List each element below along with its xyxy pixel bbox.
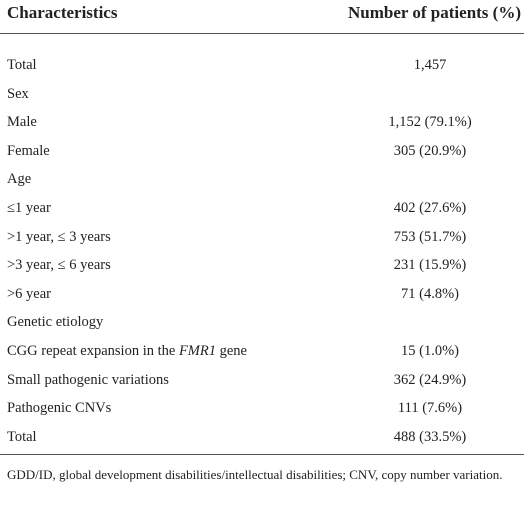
label-text: FMR1 bbox=[178, 342, 216, 359]
row-label: CGG repeat expansion in the FMR1 gene bbox=[7, 343, 247, 360]
label-text: Total bbox=[7, 57, 37, 73]
table-row: Genetic etiology bbox=[0, 310, 524, 339]
table-row: Female 305 (20.9%) bbox=[0, 139, 524, 168]
table-row: ≤1 year 402 (27.6%) bbox=[0, 196, 524, 225]
row-label: Pathogenic CNVs bbox=[7, 400, 111, 417]
row-label: Male bbox=[7, 114, 37, 131]
table-row: >6 year 71 (4.8%) bbox=[0, 282, 524, 311]
row-value: 15 (1.0%) bbox=[401, 342, 459, 359]
row-value: 71 (4.8%) bbox=[401, 285, 459, 302]
label-text: gene bbox=[216, 342, 247, 359]
label-text: Sex bbox=[7, 85, 29, 102]
row-value: 1,152 (79.1%) bbox=[388, 114, 472, 131]
label-text: >6 year bbox=[7, 285, 52, 302]
row-value: 488 (33.5%) bbox=[393, 428, 467, 445]
label-text: Female bbox=[7, 142, 50, 159]
footnote: GDD/ID, global development disabilities/… bbox=[7, 467, 503, 482]
table-row: Male 1,152 (79.1%) bbox=[0, 110, 524, 139]
table-row: Age bbox=[0, 167, 524, 196]
label-text: Age bbox=[7, 171, 32, 188]
header-cell: Number of patients (%) bbox=[348, 3, 521, 22]
row-value: 305 (20.9%) bbox=[393, 142, 467, 159]
row-value: 402 (27.6%) bbox=[393, 199, 467, 216]
label-text: Male bbox=[7, 114, 37, 131]
row-value: 111 (7.6%) bbox=[397, 400, 463, 417]
label-text: CGG repeat expansion in the bbox=[7, 342, 179, 359]
table-row: CGG repeat expansion in the FMR1 gene 15 … bbox=[0, 339, 524, 368]
row-value: 362 (24.9%) bbox=[393, 371, 467, 388]
label-text: Total bbox=[7, 428, 37, 445]
table-row: Sex bbox=[0, 82, 524, 111]
table-row: Small pathogenic variations 362 (24.9%) bbox=[0, 368, 524, 397]
table-row: Total 1,457 bbox=[0, 53, 524, 82]
row-label: Small pathogenic variations bbox=[7, 372, 169, 389]
label-text: >3 year, ≤ 6 years bbox=[7, 257, 111, 274]
label-text: ≤1 year bbox=[7, 199, 51, 216]
label-text: Pathogenic CNVs bbox=[7, 400, 112, 417]
label-text: >1 year, ≤ 3 years bbox=[7, 228, 111, 245]
header-cell: Characteristics bbox=[7, 3, 118, 22]
row-label: >1 year, ≤ 3 years bbox=[7, 229, 111, 246]
table-row: Pathogenic CNVs 111 (7.6%) bbox=[0, 396, 524, 425]
table-header: Characteristics Number of patients (%) bbox=[0, 0, 524, 34]
row-label: Genetic etiology bbox=[7, 314, 103, 331]
row-label: ≤1 year bbox=[7, 200, 51, 217]
row-value: 231 (15.9%) bbox=[393, 257, 467, 274]
row-label: >6 year bbox=[7, 286, 51, 303]
row-label: Sex bbox=[7, 86, 29, 103]
table-row: >3 year, ≤ 6 years 231 (15.9%) bbox=[0, 253, 524, 282]
row-label: Age bbox=[7, 171, 31, 188]
row-value: 1,457 bbox=[413, 57, 447, 73]
row-label: Total bbox=[7, 57, 37, 74]
label-text: Small pathogenic variations bbox=[7, 371, 169, 388]
label-text: Genetic etiology bbox=[7, 314, 104, 331]
table-row: Total 488 (33.5%) bbox=[0, 425, 524, 454]
table-rule bbox=[0, 454, 524, 455]
table-row: >1 year, ≤ 3 years 753 (51.7%) bbox=[0, 225, 524, 254]
row-label: Female bbox=[7, 143, 50, 160]
row-label: Total bbox=[7, 429, 37, 446]
table-body: Total 1,457 Sex Male 1,152 (79.1%) Female 305 … bbox=[0, 53, 524, 453]
row-value: 753 (51.7%) bbox=[393, 228, 467, 245]
row-label: >3 year, ≤ 6 years bbox=[7, 257, 111, 274]
